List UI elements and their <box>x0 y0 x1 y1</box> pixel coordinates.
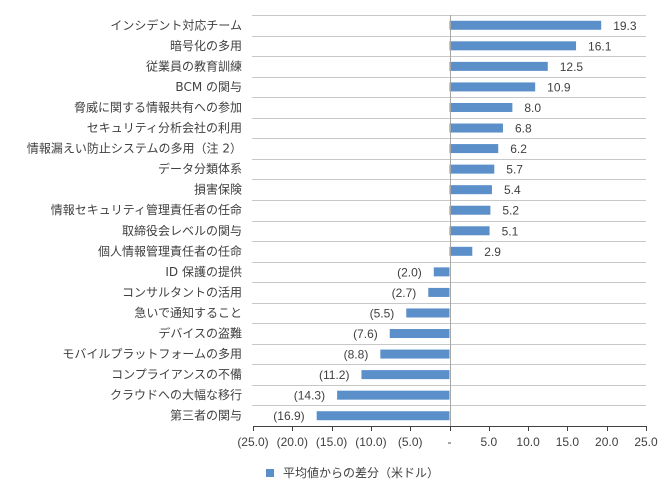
bar <box>380 349 450 359</box>
bar <box>449 123 503 133</box>
x-tick-label: 5.0 <box>480 435 497 449</box>
category-label: 従業員の教育訓練 <box>146 58 242 73</box>
x-tick-label: 25.0 <box>634 435 658 449</box>
data-label: (5.5) <box>370 306 395 320</box>
data-label: 5.4 <box>504 183 521 197</box>
data-label: (16.9) <box>273 409 304 423</box>
data-label: (7.6) <box>353 327 378 341</box>
x-tick-label: 20.0 <box>595 435 619 449</box>
category-label: 個人情報管理責任者の任命 <box>98 243 242 258</box>
data-label: 6.8 <box>515 122 532 136</box>
bar <box>449 61 548 71</box>
data-label: 12.5 <box>560 60 584 74</box>
category-label: モバイルプラットフォームの多用 <box>62 347 242 361</box>
bar <box>449 205 491 215</box>
bar <box>449 144 499 154</box>
legend-swatch <box>266 468 274 477</box>
data-label: (2.0) <box>397 265 422 279</box>
bar <box>433 267 450 277</box>
legend: 平均値からの差分（米ドル） <box>266 464 439 481</box>
data-label: 5.2 <box>502 204 519 218</box>
bar <box>449 226 490 236</box>
legend-label: 平均値からの差分（米ドル） <box>283 466 440 480</box>
category-label: ID 保護の提供 <box>165 264 242 279</box>
bar <box>449 246 473 256</box>
category-label: 急いで通知すること <box>134 305 242 320</box>
data-label: 16.1 <box>588 39 612 53</box>
bar <box>406 308 450 318</box>
category-label: BCM の関与 <box>175 80 242 94</box>
bar <box>389 329 450 339</box>
x-tick-label: 15.0 <box>556 435 580 449</box>
category-label: 暗号化の多用 <box>170 38 242 53</box>
x-tick-label: (25.0) <box>237 435 268 449</box>
bar <box>428 287 450 297</box>
category-label: 情報セキュリティ管理責任者の任命 <box>51 202 242 217</box>
bar <box>449 164 495 174</box>
data-label: 5.1 <box>502 224 519 238</box>
x-tick-label: (15.0) <box>316 435 347 449</box>
category-label: 取締役会レベルの関与 <box>122 223 242 238</box>
category-label: 第三者の関与 <box>170 409 242 423</box>
data-label: (14.3) <box>294 389 325 403</box>
bar <box>337 390 450 400</box>
x-tick-label: (5.0) <box>398 435 423 449</box>
category-label: セキュリティ分析会社の利用 <box>87 120 242 135</box>
data-label: 10.9 <box>547 80 571 94</box>
category-label: 脅威に関する情報共有への参加 <box>74 99 242 114</box>
x-tick-label: (20.0) <box>277 435 308 449</box>
category-label: データ分類体系 <box>158 161 242 176</box>
data-label: 2.9 <box>484 245 501 259</box>
data-label: (11.2) <box>319 368 349 382</box>
bar <box>449 102 513 112</box>
category-label: インシデント対応チーム <box>110 17 242 32</box>
bar <box>449 82 536 92</box>
x-tick-label: 10.0 <box>516 435 540 449</box>
data-label: 19.3 <box>613 19 637 33</box>
category-label: コンプライアンスの不備 <box>111 367 242 382</box>
x-tick-label: (10.0) <box>355 435 386 449</box>
bar <box>449 20 602 30</box>
data-label: 5.7 <box>506 163 523 177</box>
category-label: クラウドへの大幅な移行 <box>110 387 242 402</box>
bar <box>361 370 450 380</box>
x-tick-label: - <box>448 435 452 449</box>
bar <box>316 411 450 421</box>
data-label: (2.7) <box>392 286 417 300</box>
bar <box>449 185 492 195</box>
data-label: 8.0 <box>524 101 541 115</box>
data-label: (8.8) <box>344 348 369 362</box>
category-label: コンサルタントの活用 <box>122 285 242 299</box>
category-label: 損害保険 <box>194 182 242 197</box>
category-label: 情報漏えい防止システムの多用（注 2） <box>27 141 242 156</box>
category-label: デバイスの盗難 <box>158 326 242 341</box>
data-label: 6.2 <box>510 142 527 156</box>
bar <box>449 41 577 51</box>
